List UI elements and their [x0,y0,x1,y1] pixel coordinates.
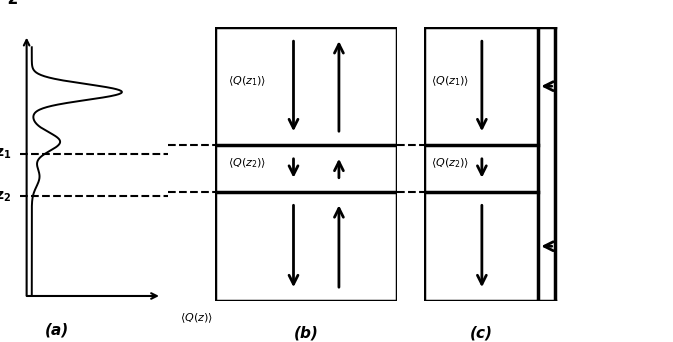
Text: $\langle Q(z_1)\rangle$: $\langle Q(z_1)\rangle$ [228,74,267,88]
Text: $\mathbf{z_2}$: $\mathbf{z_2}$ [0,189,11,204]
Text: $\langle Q(z)\rangle$: $\langle Q(z)\rangle$ [180,312,213,326]
Text: (a): (a) [45,323,69,338]
Text: $\langle Q(z_2)\rangle$: $\langle Q(z_2)\rangle$ [228,156,267,170]
Text: $\langle Q(z_1)\rangle$: $\langle Q(z_1)\rangle$ [431,74,469,88]
Text: (c): (c) [470,326,493,341]
Text: $\mathbf{z}$: $\mathbf{z}$ [7,0,18,8]
Text: (b): (b) [294,326,318,341]
Text: $\mathbf{z_1}$: $\mathbf{z_1}$ [0,147,11,161]
Bar [424,27,538,301]
Text: $\langle Q(z_2)\rangle$: $\langle Q(z_2)\rangle$ [431,156,469,170]
